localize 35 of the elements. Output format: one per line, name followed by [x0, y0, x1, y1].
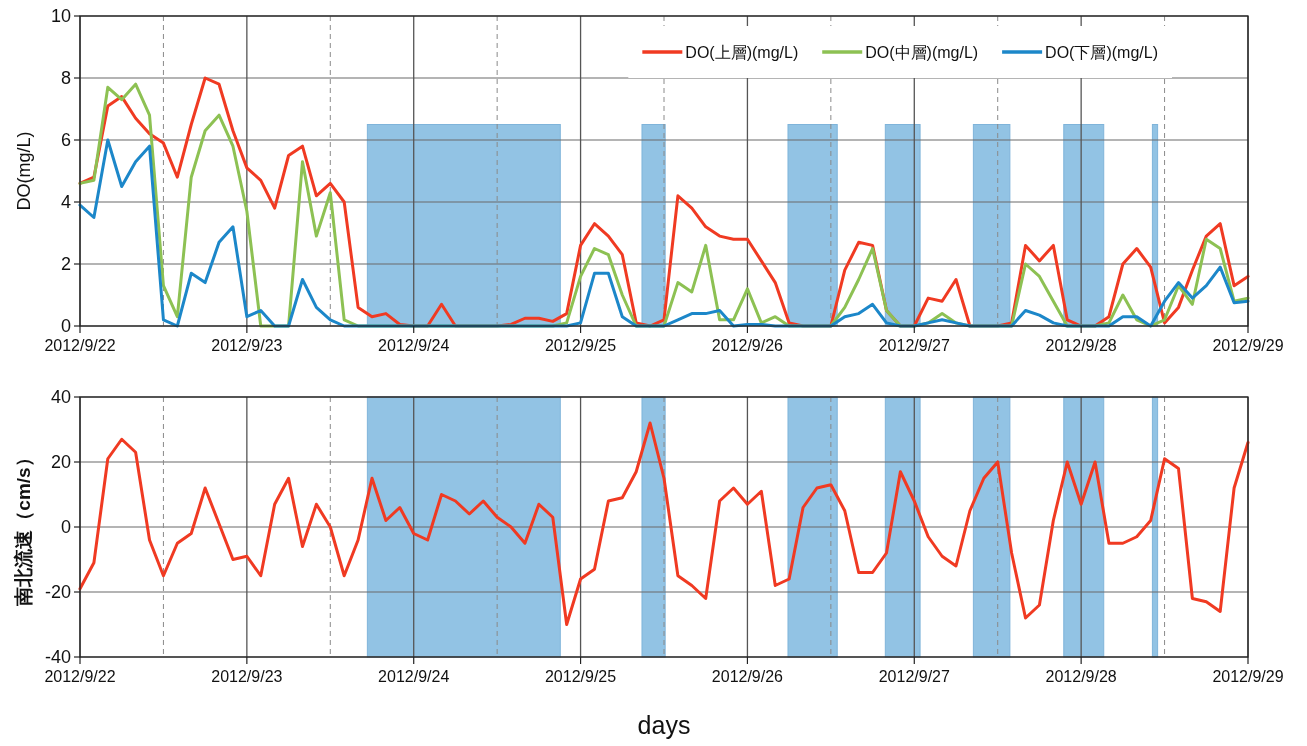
y-axis-title: DO(mg/L) — [14, 131, 34, 211]
x-tick-label: 2012/9/29 — [1212, 337, 1284, 354]
y-tick-label: 20 — [50, 452, 71, 472]
y-tick-label: 0 — [60, 316, 71, 336]
x-axis-title: days — [637, 711, 691, 739]
y-tick-label: 8 — [60, 68, 71, 88]
x-tick-label: 2012/9/27 — [878, 337, 950, 354]
x-tick-label: 2012/9/24 — [378, 668, 450, 685]
x-tick-label: 2012/9/28 — [1045, 337, 1117, 354]
x-tick-label: 2012/9/26 — [711, 668, 784, 685]
legend-label: DO(下層)(mg/L) — [1045, 44, 1158, 61]
x-tick-label: 2012/9/22 — [44, 668, 116, 685]
y-tick-label: 6 — [60, 130, 71, 150]
y-tick-label: -20 — [44, 582, 71, 602]
y-tick-label: -40 — [44, 647, 71, 667]
x-tick-label: 2012/9/23 — [211, 668, 283, 685]
x-tick-label: 2012/9/28 — [1045, 668, 1117, 685]
x-tick-label: 2012/9/27 — [878, 668, 950, 685]
y-tick-label: 0 — [60, 517, 71, 537]
y-tick-label: 4 — [60, 192, 71, 212]
x-tick-label: 2012/9/24 — [378, 337, 450, 354]
x-tick-label: 2012/9/23 — [211, 337, 283, 354]
line-series — [78, 421, 1250, 626]
y-tick-label: 10 — [50, 6, 71, 26]
y-tick-label: 2 — [60, 254, 71, 274]
x-tick-label: 2012/9/22 — [44, 337, 116, 354]
legend-label: DO(中層)(mg/L) — [865, 44, 979, 61]
x-tick-label: 2012/9/26 — [711, 337, 784, 354]
x-tick-label: 2012/9/25 — [544, 337, 617, 354]
y-tick-label: 40 — [50, 387, 71, 407]
y-axis-title: 南北流速（cm/s） — [13, 448, 34, 607]
line-series — [78, 138, 1250, 328]
x-tick-label: 2012/9/29 — [1212, 668, 1284, 685]
x-tick-label: 2012/9/25 — [544, 668, 617, 685]
legend-label: DO(上層)(mg/L) — [685, 44, 799, 61]
